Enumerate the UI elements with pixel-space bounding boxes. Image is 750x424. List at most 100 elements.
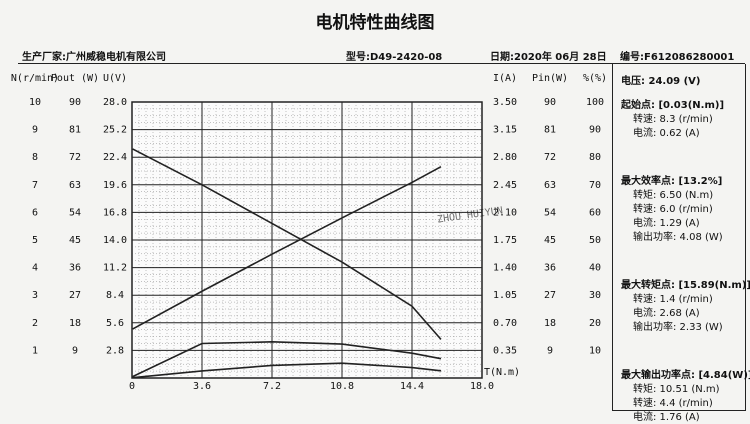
panel-text: 转速: 1.4 (r/min) — [633, 294, 713, 305]
y-tick-label: 11.2 — [103, 263, 127, 274]
x-tick-label: 18.0 — [470, 381, 494, 392]
y-tick-label: 19.6 — [103, 180, 127, 191]
y-tick-label: 100 — [586, 97, 604, 108]
y-tick-label: 80 — [589, 152, 601, 163]
y-tick-label: 45 — [69, 235, 81, 246]
y-tick-label: 5.6 — [106, 318, 124, 329]
y-tick-label: 27 — [69, 290, 81, 301]
serial: 编号:F612086280001 — [620, 52, 735, 63]
panel-text: 起始点: [0.03(N.m)] — [621, 100, 725, 111]
y-tick-label: 36 — [69, 263, 81, 274]
panel-text: 电流: 1.29 (A) — [633, 218, 700, 229]
series-line — [132, 362, 442, 379]
y-tick-label: 9 — [32, 125, 38, 136]
series-line — [132, 165, 442, 330]
y-tick-label: 7 — [32, 180, 38, 191]
panel-text: 电流: 0.62 (A) — [633, 128, 700, 139]
info-panel: 电压: 24.09 (V) 起始点: [0.03(N.m)] 转速: 8.3 (r… — [612, 64, 750, 423]
y-tick-label: 14.0 — [103, 235, 127, 246]
y-tick-label: 27 — [544, 290, 556, 301]
axis-label: U(V) — [103, 73, 127, 84]
y-tick-label: 1.05 — [493, 290, 517, 301]
y-tick-label: 81 — [69, 125, 81, 136]
panel-text: 转矩: 6.50 (N.m) — [633, 190, 714, 201]
y-tick-label: 3.15 — [493, 125, 517, 136]
y-tick-label: 63 — [544, 180, 556, 191]
y-tick-label: 40 — [589, 263, 601, 274]
panel-text: 最大转矩点: [15.89(N.m)] — [621, 280, 750, 291]
y-tick-label: 28.0 — [103, 97, 127, 108]
panel-text: 转速: 8.3 (r/min) — [633, 114, 713, 125]
x-tick-label: 10.8 — [330, 381, 354, 392]
y-tick-label: 2.80 — [493, 152, 517, 163]
axis-label: N(r/min) — [11, 73, 59, 84]
panel-text: 最大输出功率点: [4.84(W)] — [621, 370, 750, 381]
y-tick-label: 60 — [589, 207, 601, 218]
x-tick-label: 3.6 — [193, 381, 211, 392]
y-tick-label: 9 — [72, 345, 78, 356]
y-tick-label: 72 — [544, 152, 556, 163]
panel-text: 最大效率点: [13.2%] — [621, 176, 723, 187]
y-tick-label: 1 — [32, 345, 38, 356]
y-tick-label: 2.45 — [493, 180, 517, 191]
y-tick-label: 90 — [69, 97, 81, 108]
x-tick-label: 7.2 — [263, 381, 281, 392]
y-tick-label: 1.75 — [493, 235, 517, 246]
y-tick-label: 20 — [589, 318, 601, 329]
y-tick-label: 3.50 — [493, 97, 517, 108]
axis-label: I(A) — [493, 73, 517, 84]
panel-text: 输出功率: 4.08 (W) — [633, 232, 723, 243]
y-tick-label: 22.4 — [103, 152, 127, 163]
maker: 生产厂家:广州威稳电机有限公司 — [22, 52, 166, 63]
y-tick-label: 25.2 — [103, 125, 127, 136]
header-rule — [18, 63, 745, 64]
y-tick-label: 2 — [32, 318, 38, 329]
panel-text: 转速: 6.0 (r/min) — [633, 204, 713, 215]
y-tick-label: 18 — [544, 318, 556, 329]
y-tick-label: 0.35 — [493, 345, 517, 356]
y-tick-label: 4 — [32, 263, 38, 274]
model: 型号:D49-2420-08 — [346, 52, 443, 63]
y-tick-label: 72 — [69, 152, 81, 163]
date: 日期:2020年 06月 28日 — [490, 52, 607, 63]
y-tick-label: 70 — [589, 180, 601, 191]
y-tick-label: 10 — [29, 97, 41, 108]
series-line — [132, 148, 442, 340]
y-tick-label: 30 — [589, 290, 601, 301]
title: 电机特性曲线图 — [315, 13, 435, 33]
voltage: 电压: 24.09 (V) — [621, 76, 701, 87]
y-tick-label: 90 — [544, 97, 556, 108]
panel-text: 电流: 1.76 (A) — [633, 412, 700, 423]
y-tick-label: 2.10 — [493, 207, 517, 218]
y-tick-label: 81 — [544, 125, 556, 136]
y-tick-label: 16.8 — [103, 207, 127, 218]
y-tick-label: 9 — [547, 345, 553, 356]
y-tick-label: 1.40 — [493, 263, 517, 274]
y-tick-label: 18 — [69, 318, 81, 329]
chart: 0 3.6 7.2 10.8 14.4 18.0T(N.m)ZHOU HUIYUNN(r/… — [11, 73, 607, 392]
x-axis-label: T(N.m) — [484, 367, 520, 378]
x-tick-label: 0 — [129, 381, 135, 392]
axis-label: %(%) — [583, 73, 607, 84]
y-tick-label: 36 — [544, 263, 556, 274]
y-tick-label: 5 — [32, 235, 38, 246]
y-tick-label: 90 — [589, 125, 601, 136]
axis-label: Pin(W) — [532, 73, 568, 84]
y-tick-label: 8 — [32, 152, 38, 163]
y-tick-label: 54 — [69, 207, 81, 218]
y-tick-label: 63 — [69, 180, 81, 191]
y-tick-label: 50 — [589, 235, 601, 246]
panel-text: 转矩: 10.51 (N.m) — [633, 384, 720, 395]
axis-label: Pout (W) — [51, 73, 99, 84]
y-tick-label: 0.70 — [493, 318, 517, 329]
y-tick-label: 10 — [589, 345, 601, 356]
panel-text: 电流: 2.68 (A) — [633, 308, 700, 319]
y-tick-label: 8.4 — [106, 290, 124, 301]
series-line — [132, 341, 442, 378]
panel-text: 转速: 4.4 (r/min) — [633, 398, 713, 409]
y-tick-label: 6 — [32, 207, 38, 218]
y-tick-label: 3 — [32, 290, 38, 301]
x-tick-label: 14.4 — [400, 381, 424, 392]
y-tick-label: 54 — [544, 207, 556, 218]
